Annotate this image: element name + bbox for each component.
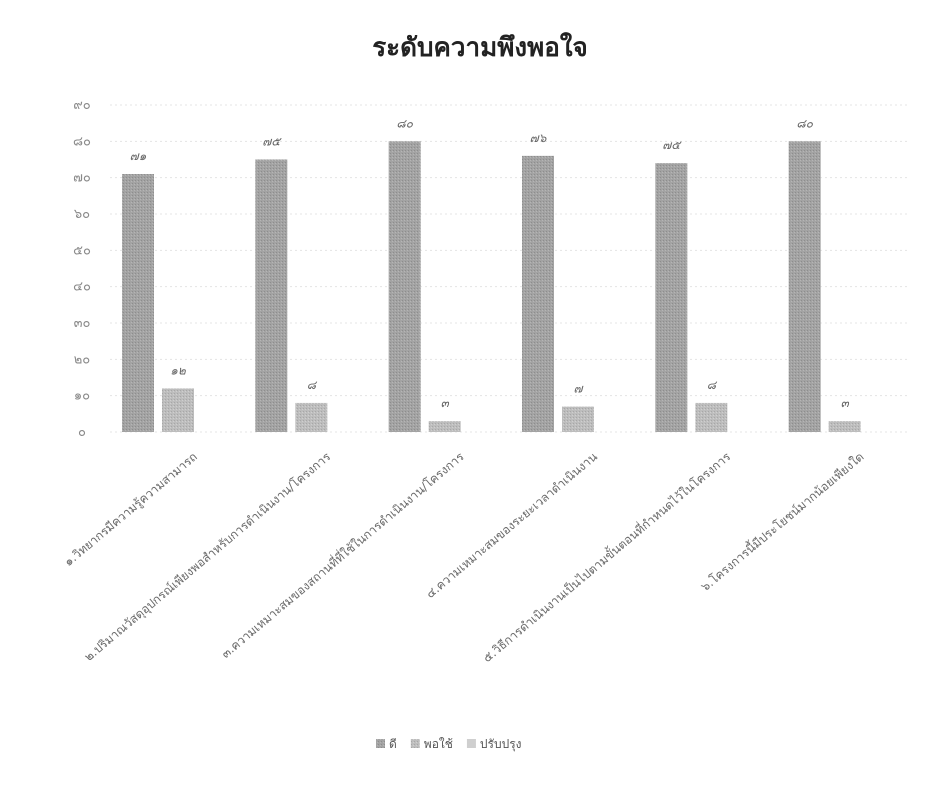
bar [428,421,461,432]
y-tick-label: ๓๐ [74,316,91,331]
bar [162,388,194,432]
data-label: ๗๑ [130,149,147,163]
x-category-label: ๑.วิทยากรมีความรู้ความสามารถ [61,450,200,570]
data-label: ๓ [441,396,450,410]
y-tick-label: ๕๐ [73,243,91,258]
data-label: ๗ [573,382,583,396]
bar [788,141,821,433]
y-tick-label: ๙๐ [73,98,91,113]
data-label: ๓ [841,396,850,410]
x-category-label: ๖.โครงการนี้มีประโยชน์มากน้อยเพียงใด [697,448,867,594]
data-label: ๘ [707,378,718,392]
x-category-label: ๓.ความเหมาะสมของสถานที่ที่ใช้ในการดำเนิน… [217,448,467,661]
bar [295,402,328,432]
legend-swatch [410,739,420,748]
y-tick-label: ๗๐ [73,171,91,186]
data-label: ๑๒ [170,363,186,377]
legend-swatch [466,739,476,748]
y-tick-label: ๑๐ [74,389,90,404]
y-tick-label: ๘๐ [73,134,91,149]
bar [522,155,554,432]
bar [388,141,421,433]
bar [655,163,688,432]
bar [122,174,154,433]
x-axis: ๑.วิทยากรมีความรู้ความสามารถ๒.ปริมาณวัสด… [61,448,866,666]
y-tick-label: ๖๐ [74,207,90,222]
legend-label: ดี [389,737,397,751]
bar [562,406,594,432]
gridlines [110,104,910,433]
y-tick-label: ๐ [78,425,86,440]
bar [695,402,728,432]
data-label: ๗๖ [530,131,548,145]
data-label: ๘๐ [396,116,413,130]
data-label: ๗๕ [262,135,282,149]
y-axis: ๐ ๑๐ ๒๐ ๓๐ ๔๐ ๕๐ ๖๐ ๗๐ ๘๐ ๙๐ [73,98,91,440]
y-tick-label: ๔๐ [73,280,91,295]
x-category-label: ๕.วิธีการดำเนินงานเป็นไปตามขั้นตอนที่กำห… [479,448,734,666]
y-tick-label: ๒๐ [74,352,91,367]
legend-label: พอใช้ [424,737,453,751]
bar [828,421,861,432]
data-label: ๗๕ [662,138,682,152]
legend: ดี พอใช้ ปรับปรุง [376,737,522,752]
legend-label: ปรับปรุง [480,737,522,752]
chart-title: ระดับความพึงพอใจ [372,32,588,63]
legend-swatch [376,739,385,748]
data-label: ๘ [307,378,318,392]
bar [255,159,288,432]
data-label: ๘๐ [796,116,813,130]
x-category-label: ๒.ปริมาณวัสดุอุปกรณ์เพียงพอสำหรับการดำเน… [82,449,335,664]
